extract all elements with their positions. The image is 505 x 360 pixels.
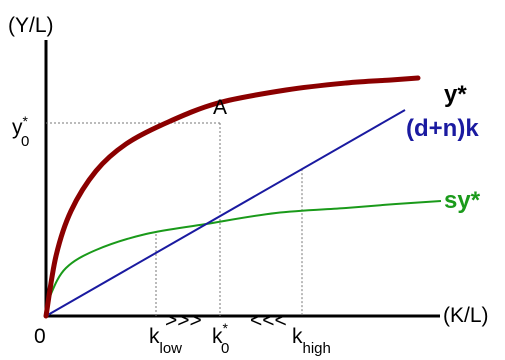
origin-label: 0 [34, 325, 46, 348]
y-axis-label: (Y/L) [8, 14, 54, 37]
y0-sub: 0 [21, 133, 29, 150]
y0-sup: * [23, 113, 29, 129]
k-low-label: klow [149, 325, 182, 357]
point-a-label: A [213, 96, 227, 119]
x-axis-label: (K/L) [443, 304, 489, 327]
arrows-right: >>> [165, 309, 202, 332]
arrows-left: <<< [250, 309, 287, 332]
series-label-sy-star: sy* [444, 187, 481, 214]
sy-star-curve [45, 200, 442, 317]
y-star-curve [43, 75, 421, 319]
series-label-y-star: y* [444, 81, 467, 108]
depreciation-line [45, 109, 406, 317]
k-high-label: khigh [292, 325, 331, 357]
series-label-dnk: (d+n)k [406, 115, 479, 142]
y0-star-label: y* 0 [12, 113, 29, 150]
y0-base: y [12, 116, 23, 139]
k0-star-label: k* 0 [212, 320, 229, 357]
